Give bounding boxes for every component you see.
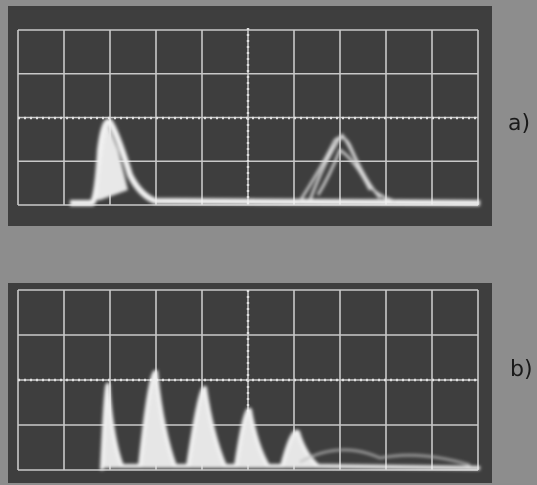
panel-label: a) xyxy=(508,111,530,136)
panel-label: b) xyxy=(510,357,533,382)
page: a) b) (() => { const data = JSON.parse(d… xyxy=(0,0,537,485)
oscilloscope-photo: a) b) xyxy=(0,0,537,485)
screen-a xyxy=(8,6,492,226)
